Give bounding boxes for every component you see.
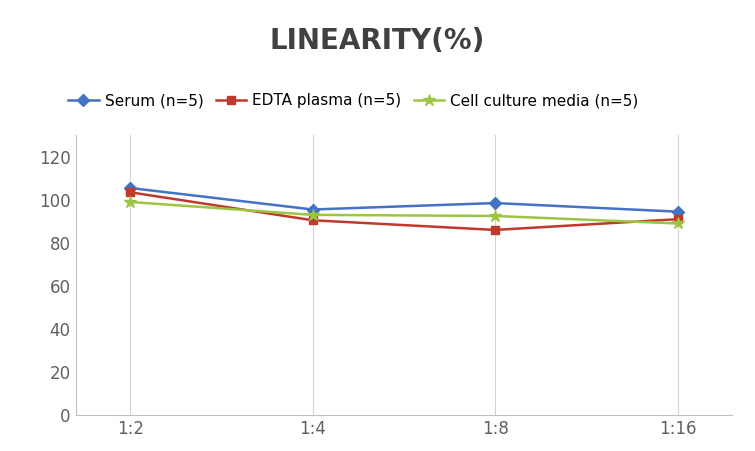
- Legend: Serum (n=5), EDTA plasma (n=5), Cell culture media (n=5): Serum (n=5), EDTA plasma (n=5), Cell cul…: [68, 93, 639, 108]
- Line: Serum (n=5): Serum (n=5): [126, 184, 682, 216]
- Line: Cell culture media (n=5): Cell culture media (n=5): [124, 196, 684, 230]
- Cell culture media (n=5): [125, 199, 135, 205]
- Line: EDTA plasma (n=5): EDTA plasma (n=5): [126, 188, 682, 234]
- EDTA plasma (n=5): [491, 227, 500, 233]
- EDTA plasma (n=5): [673, 216, 683, 222]
- EDTA plasma (n=5): [308, 217, 317, 223]
- Cell culture media (n=5): [491, 213, 500, 219]
- Text: LINEARITY(%): LINEARITY(%): [270, 27, 485, 55]
- Cell culture media (n=5): [308, 212, 317, 217]
- Serum (n=5): [491, 200, 500, 206]
- Serum (n=5): [125, 185, 135, 191]
- Serum (n=5): [308, 207, 317, 212]
- EDTA plasma (n=5): [125, 189, 135, 195]
- Cell culture media (n=5): [673, 221, 683, 226]
- Serum (n=5): [673, 209, 683, 214]
